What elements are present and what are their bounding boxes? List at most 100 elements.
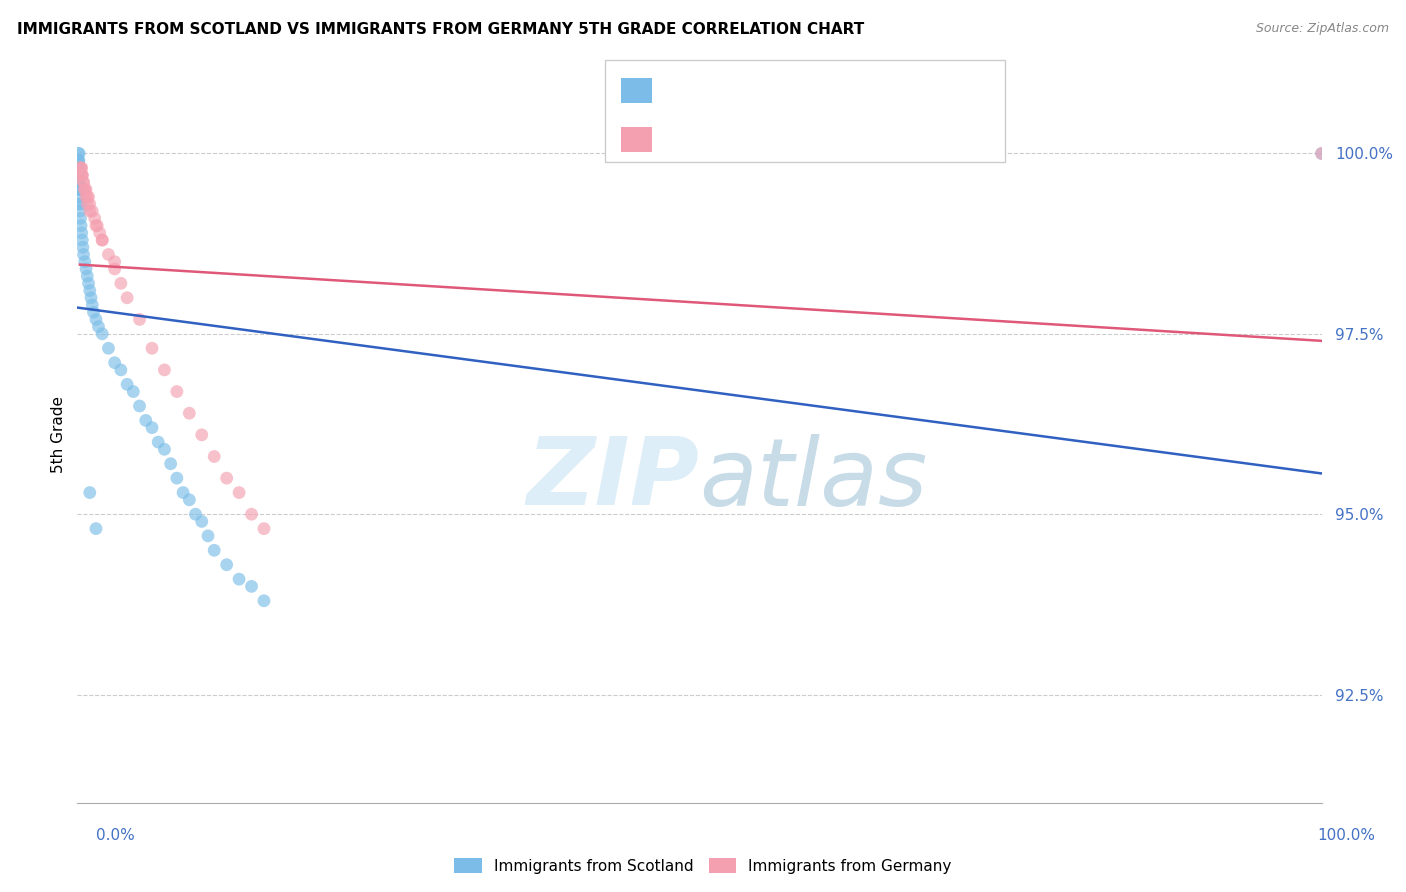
Point bbox=[148, 435, 170, 450]
Point bbox=[115, 291, 138, 305]
Point bbox=[67, 175, 90, 189]
Point bbox=[228, 572, 250, 586]
Point bbox=[67, 161, 90, 175]
Point bbox=[66, 182, 89, 196]
Text: R = 0.520   N = 41: R = 0.520 N = 41 bbox=[664, 124, 848, 142]
Point bbox=[191, 427, 214, 442]
Point bbox=[141, 420, 163, 434]
Point bbox=[89, 226, 111, 240]
Point bbox=[184, 507, 207, 521]
Point bbox=[79, 197, 101, 211]
Point bbox=[79, 485, 101, 500]
Point bbox=[76, 190, 98, 204]
Point bbox=[159, 457, 181, 471]
Text: 0.0%: 0.0% bbox=[96, 828, 135, 843]
Point bbox=[253, 594, 276, 608]
Text: IMMIGRANTS FROM SCOTLAND VS IMMIGRANTS FROM GERMANY 5TH GRADE CORRELATION CHART: IMMIGRANTS FROM SCOTLAND VS IMMIGRANTS F… bbox=[17, 22, 865, 37]
Point bbox=[72, 247, 94, 261]
Point bbox=[67, 161, 90, 175]
Point bbox=[104, 356, 127, 370]
Point bbox=[172, 485, 194, 500]
Point bbox=[84, 522, 107, 536]
Point bbox=[76, 197, 98, 211]
Point bbox=[115, 377, 138, 392]
Point bbox=[1310, 146, 1333, 161]
Point bbox=[84, 312, 107, 326]
Point bbox=[97, 247, 120, 261]
Point bbox=[67, 153, 90, 168]
Point bbox=[75, 182, 97, 196]
Point bbox=[67, 182, 90, 196]
Point bbox=[73, 182, 96, 196]
Point bbox=[91, 233, 114, 247]
Text: R = 0.338   N = 64: R = 0.338 N = 64 bbox=[664, 79, 848, 97]
Point bbox=[87, 319, 110, 334]
Point bbox=[80, 291, 103, 305]
Point bbox=[104, 261, 127, 276]
Point bbox=[66, 197, 89, 211]
Legend: Immigrants from Scotland, Immigrants from Germany: Immigrants from Scotland, Immigrants fro… bbox=[449, 852, 957, 880]
Text: Source: ZipAtlas.com: Source: ZipAtlas.com bbox=[1256, 22, 1389, 36]
Point bbox=[166, 384, 188, 399]
Point bbox=[70, 161, 93, 175]
Text: ZIP: ZIP bbox=[527, 433, 700, 525]
Point bbox=[69, 211, 91, 226]
Point bbox=[70, 168, 93, 182]
Point bbox=[128, 399, 150, 413]
Point bbox=[153, 442, 176, 457]
Point bbox=[91, 326, 114, 341]
Point bbox=[67, 146, 90, 161]
Point bbox=[66, 153, 89, 168]
Point bbox=[73, 182, 96, 196]
Point bbox=[67, 146, 90, 161]
Point bbox=[67, 175, 90, 189]
Point bbox=[97, 341, 120, 355]
Point bbox=[240, 507, 263, 521]
Point bbox=[253, 522, 276, 536]
Point bbox=[76, 269, 98, 284]
Point bbox=[72, 175, 94, 189]
Point bbox=[122, 384, 145, 399]
Point bbox=[179, 492, 201, 507]
Point bbox=[72, 168, 94, 182]
Point bbox=[1310, 146, 1333, 161]
Point bbox=[128, 312, 150, 326]
Point bbox=[83, 211, 105, 226]
Point bbox=[75, 261, 97, 276]
Point bbox=[72, 168, 94, 182]
Point bbox=[67, 161, 90, 175]
Point bbox=[70, 197, 93, 211]
Point bbox=[77, 190, 100, 204]
Point bbox=[135, 413, 157, 427]
Point bbox=[202, 450, 225, 464]
Point bbox=[67, 168, 90, 182]
Point bbox=[69, 161, 91, 175]
Point bbox=[191, 515, 214, 529]
Point bbox=[86, 219, 108, 233]
Point bbox=[179, 406, 201, 420]
Point bbox=[82, 204, 104, 219]
Point bbox=[83, 305, 105, 319]
Point bbox=[215, 558, 238, 572]
Point bbox=[72, 240, 94, 254]
Point bbox=[166, 471, 188, 485]
Point bbox=[77, 277, 100, 291]
Point bbox=[104, 254, 127, 268]
Point bbox=[197, 529, 219, 543]
Point bbox=[240, 579, 263, 593]
Point bbox=[66, 168, 89, 182]
Point bbox=[202, 543, 225, 558]
Point bbox=[67, 168, 90, 182]
Point bbox=[75, 190, 97, 204]
Point bbox=[70, 219, 93, 233]
Point bbox=[67, 175, 90, 189]
Point bbox=[228, 485, 250, 500]
Point bbox=[70, 226, 93, 240]
Point bbox=[67, 190, 90, 204]
Point bbox=[84, 219, 107, 233]
Text: atlas: atlas bbox=[700, 434, 928, 524]
Point bbox=[82, 298, 104, 312]
Text: 100.0%: 100.0% bbox=[1317, 828, 1375, 843]
Point bbox=[72, 233, 94, 247]
Point bbox=[153, 363, 176, 377]
